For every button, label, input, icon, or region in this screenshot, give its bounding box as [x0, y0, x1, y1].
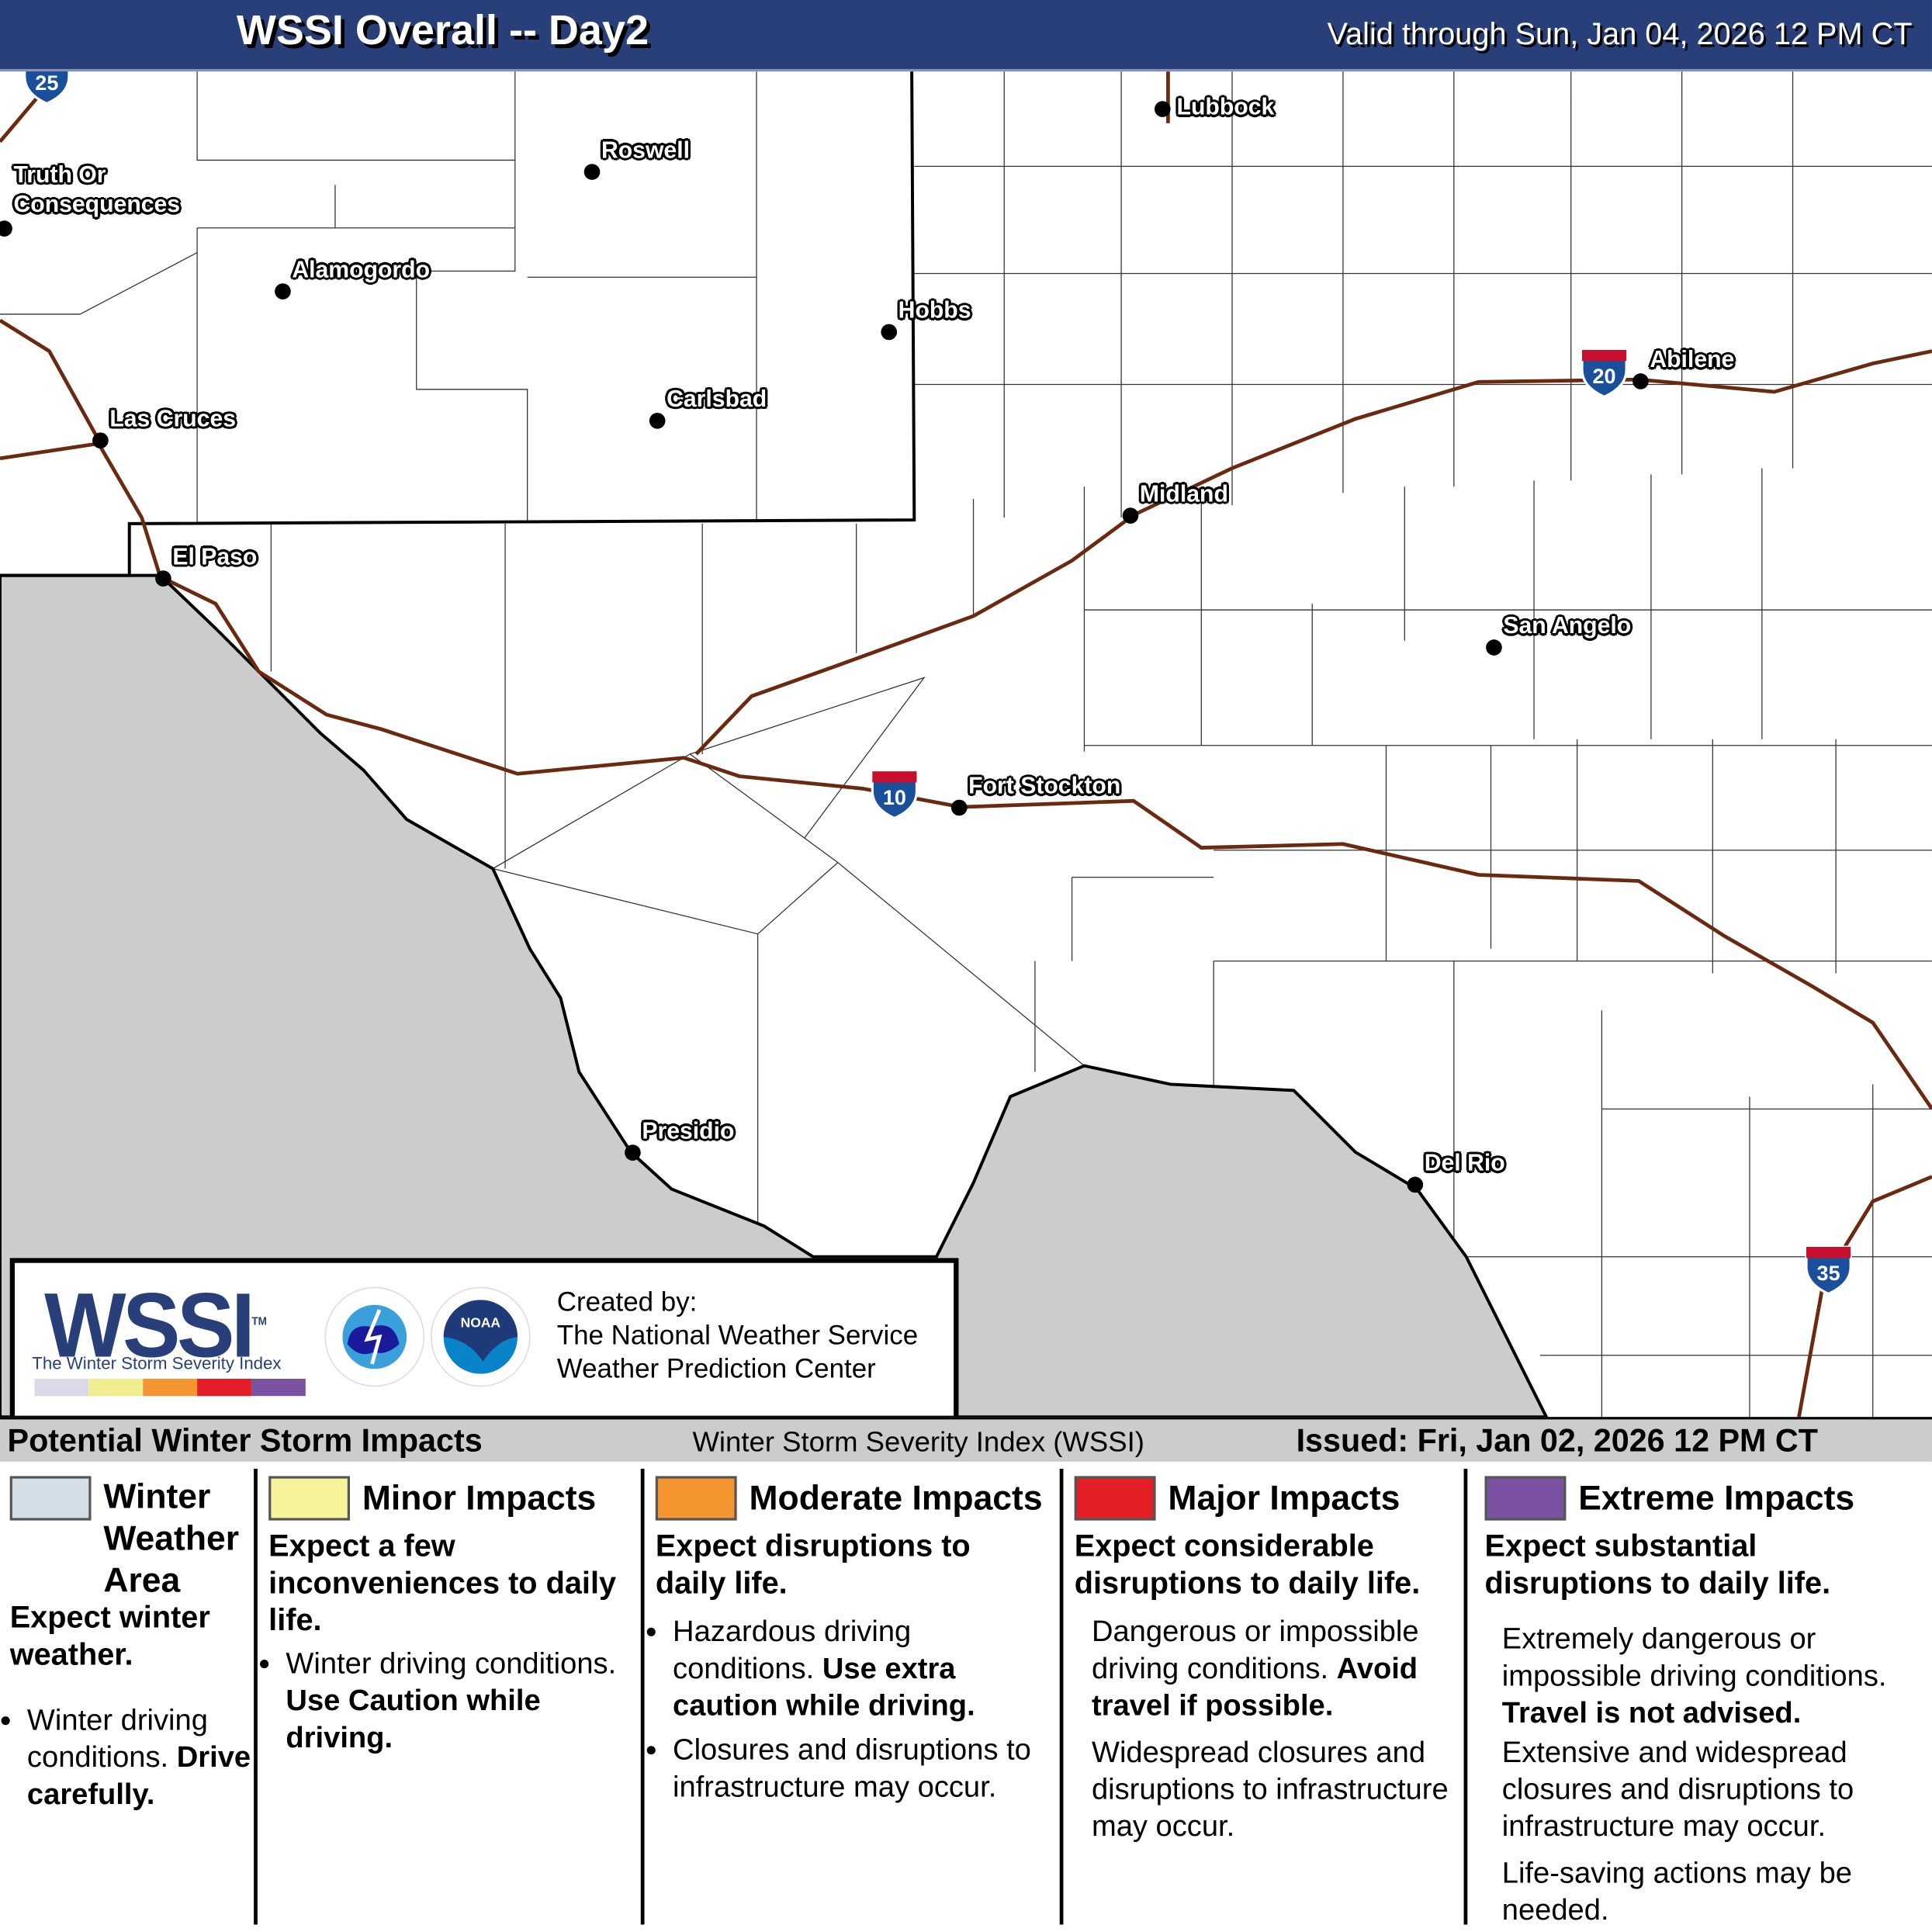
- nws-logo-icon: [324, 1286, 425, 1387]
- legend-header-bar: Potential Winter Storm Impacts Winter St…: [0, 1417, 1932, 1464]
- severity-color-bar: [34, 1378, 306, 1397]
- city-dot-icon: [1122, 507, 1139, 524]
- city-dot-icon: [1633, 373, 1649, 390]
- swatch-major: [1074, 1476, 1156, 1521]
- city-dot-icon: [881, 324, 898, 341]
- legend-divider: [254, 1468, 258, 1925]
- city-dot-icon: [0, 220, 12, 237]
- mexico-region: [0, 573, 1549, 1419]
- interstate-25-shield-icon: 25: [23, 54, 72, 106]
- city-dot-icon: [649, 412, 666, 429]
- city-dot-icon: [1154, 101, 1171, 117]
- city-dot-icon: [155, 570, 171, 587]
- legend-moderate: Moderate Impacts Expect disruptions to d…: [655, 1461, 1050, 1932]
- wssi-subtitle: The Winter Storm Severity Index: [32, 1352, 282, 1373]
- city-dot-icon: [1407, 1176, 1424, 1193]
- legend-winter-weather: Winter Weather Area Expect winter weathe…: [9, 1461, 254, 1932]
- issued-time: Issued: Fri, Jan 02, 2026 12 PM CT: [1296, 1421, 1818, 1459]
- legend-heading: Potential Winter Storm Impacts: [7, 1421, 483, 1459]
- interstate-10-shield-icon: 10: [870, 769, 919, 820]
- county-lines: [0, 71, 1932, 1418]
- wssi-logo: WSSITM: [44, 1273, 267, 1376]
- legend-divider: [1059, 1468, 1064, 1925]
- svg-text:NOAA: NOAA: [461, 1314, 501, 1330]
- map: [0, 71, 1932, 1420]
- legend-extreme: Extreme Impacts Expect substantial disru…: [1484, 1461, 1923, 1932]
- city-dot-icon: [583, 164, 601, 180]
- interstate-35-shield-icon: 35: [1804, 1245, 1854, 1296]
- credits-box: WSSITM The Winter Storm Severity Index N…: [9, 1258, 959, 1421]
- map-title: WSSI Overall -- Day2: [236, 7, 649, 54]
- legend-minor: Minor Impacts Expect a few inconvenience…: [268, 1461, 638, 1932]
- legend-index-name: Winter Storm Severity Index (WSSI): [692, 1425, 1144, 1458]
- city-dot-icon: [92, 432, 109, 449]
- header-bar: WSSI Overall -- Day2 Valid through Sun, …: [0, 0, 1932, 72]
- city-dot-icon: [275, 283, 291, 299]
- swatch-moderate: [655, 1476, 737, 1521]
- noaa-logo-icon: NOAA: [431, 1286, 531, 1387]
- legend-major: Major Impacts Expect considerable disrup…: [1074, 1461, 1459, 1932]
- swatch-minor: [268, 1476, 350, 1521]
- legend-divider: [1463, 1468, 1468, 1925]
- city-dot-icon: [950, 799, 968, 816]
- swatch-winter: [9, 1476, 92, 1521]
- city-dot-icon: [1486, 639, 1502, 656]
- interstate-20-shield-icon: 20: [1580, 348, 1629, 399]
- city-dot-icon: [625, 1144, 641, 1161]
- valid-through: Valid through Sun, Jan 04, 2026 12 PM CT: [1327, 17, 1913, 52]
- legend-divider: [640, 1468, 645, 1925]
- swatch-extreme: [1484, 1476, 1567, 1521]
- credits-text: Created by: The National Weather Service…: [556, 1286, 919, 1384]
- impact-legend: Winter Weather Area Expect winter weathe…: [0, 1461, 1932, 1932]
- state-boundary: [0, 71, 916, 577]
